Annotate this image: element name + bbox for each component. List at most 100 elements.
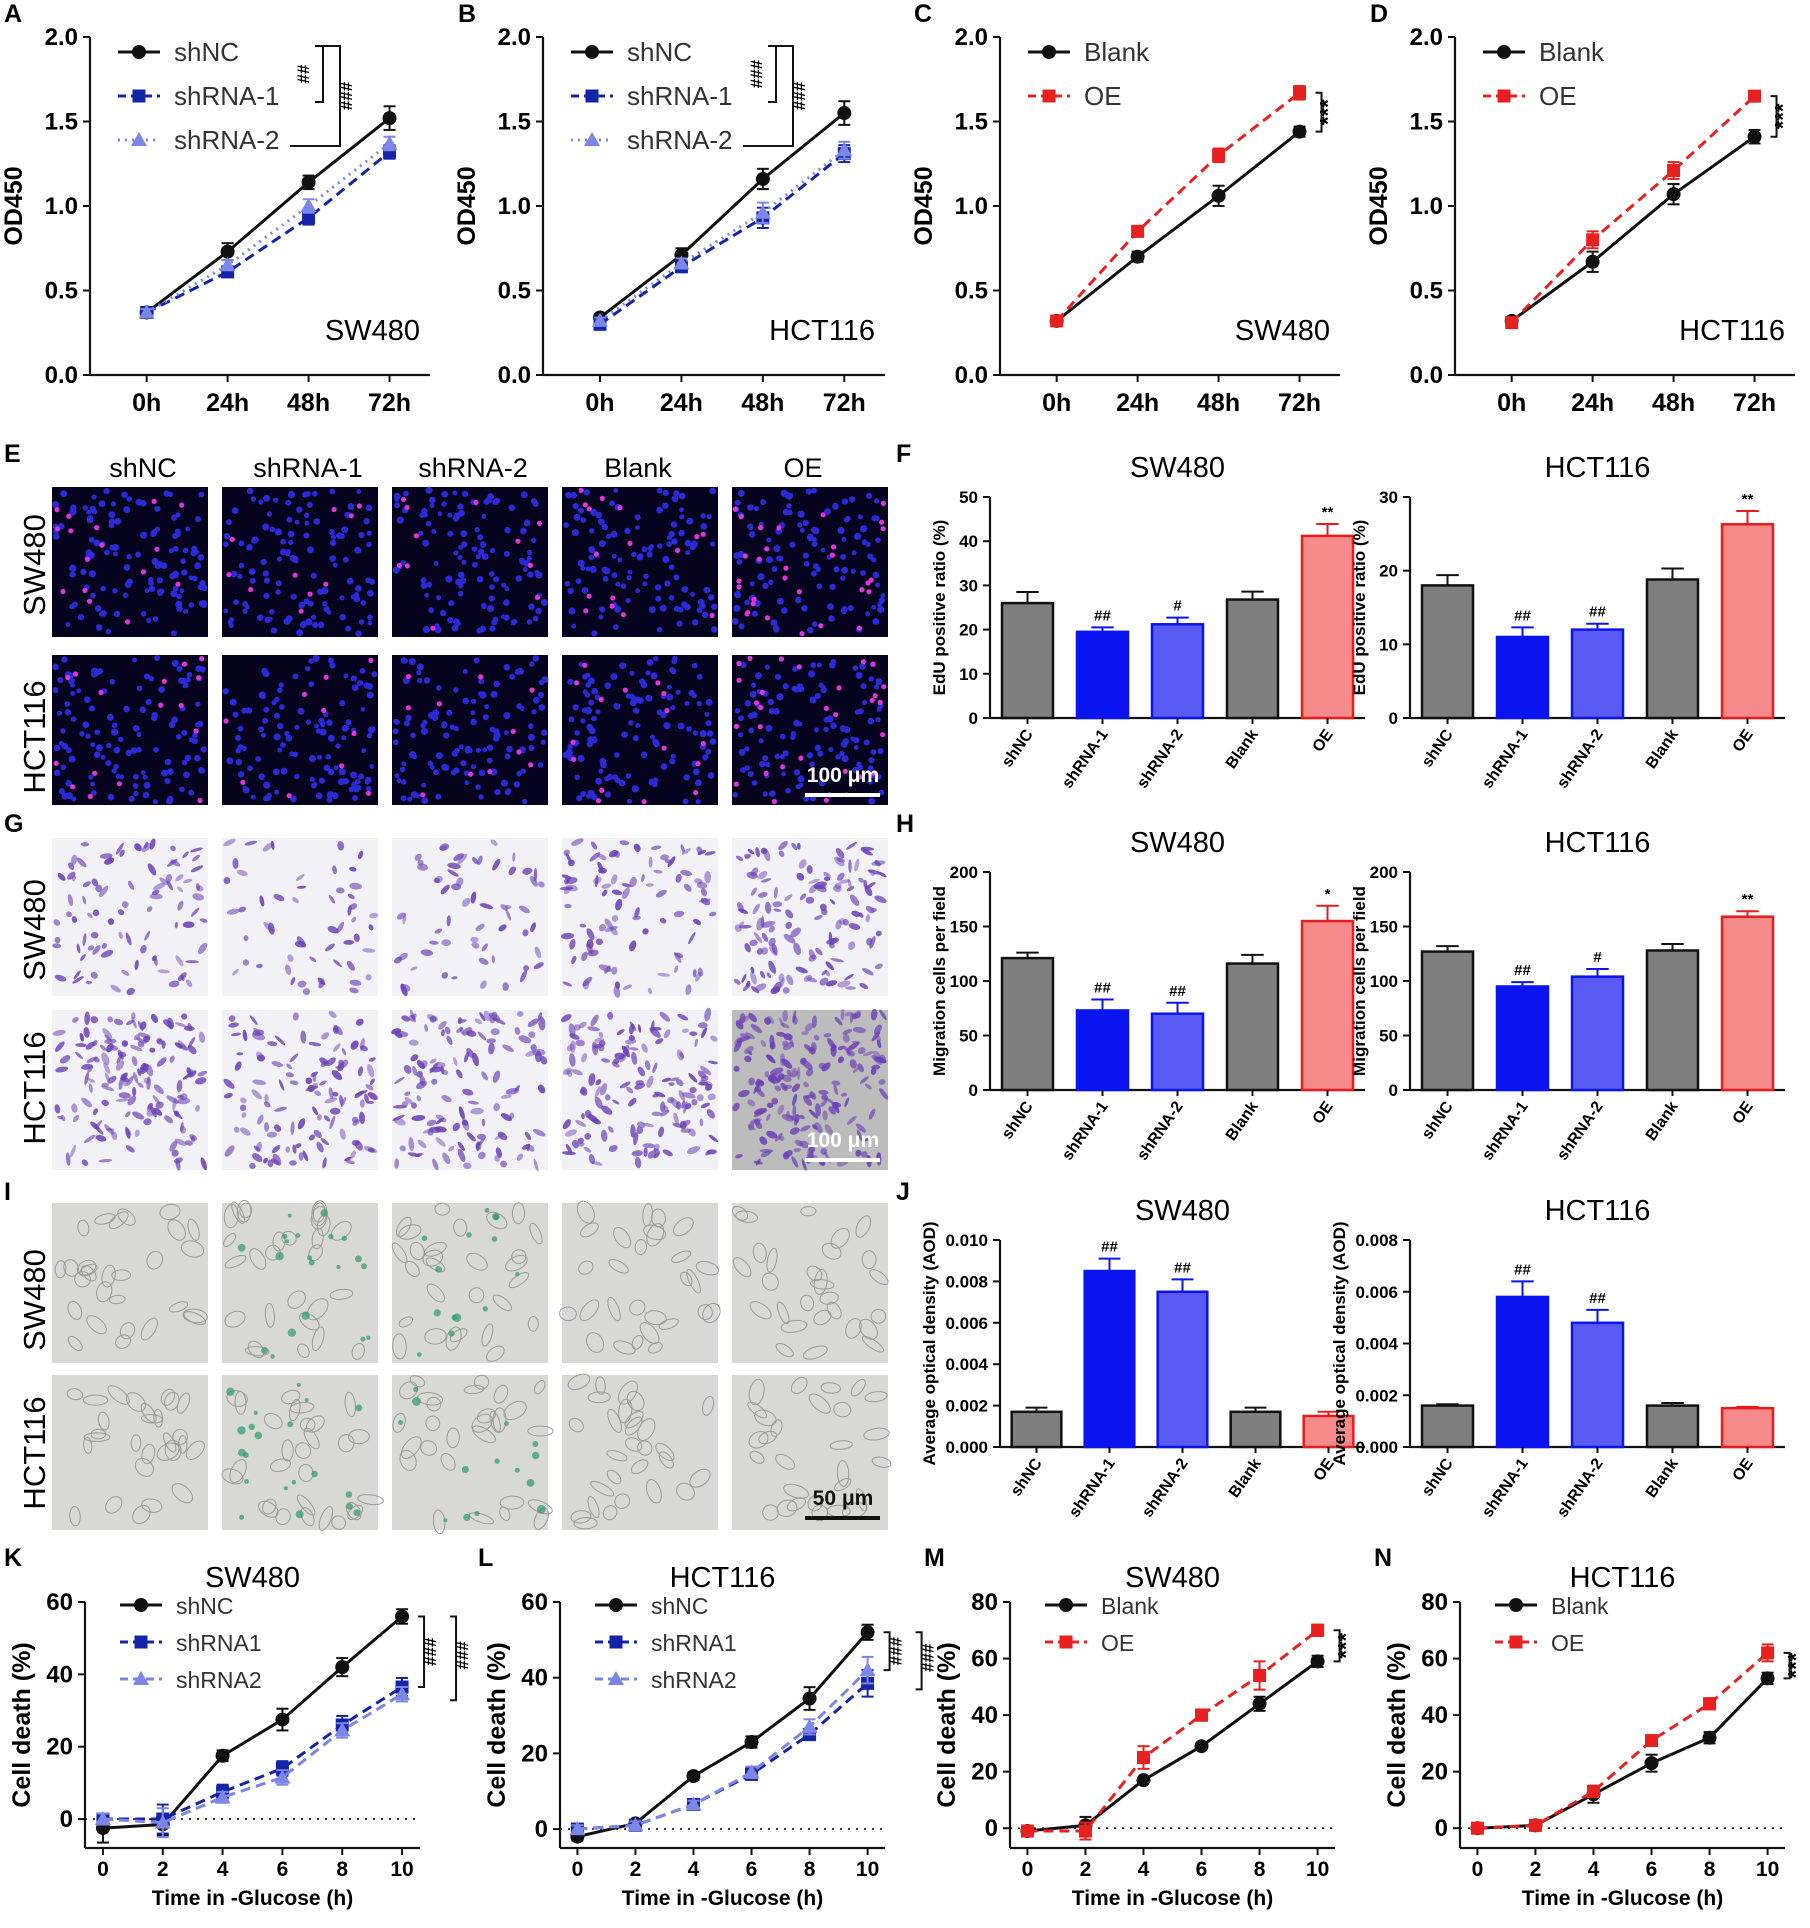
migrated-cell bbox=[563, 849, 570, 856]
significance-bracket bbox=[1333, 1629, 1341, 1663]
nucleus bbox=[95, 624, 103, 631]
edu-nucleus bbox=[820, 512, 826, 518]
nucleus bbox=[833, 566, 840, 573]
cell-outline bbox=[820, 1382, 841, 1394]
migrated-cell bbox=[814, 915, 823, 921]
migrated-cell bbox=[470, 891, 477, 904]
migrated-cell bbox=[660, 917, 667, 924]
migrated-cell bbox=[806, 865, 813, 874]
nucleus bbox=[164, 758, 172, 766]
nucleus bbox=[69, 564, 77, 572]
nucleus bbox=[264, 782, 271, 789]
migrated-cell bbox=[739, 1013, 746, 1024]
migrated-cell bbox=[518, 905, 530, 914]
nucleus bbox=[458, 583, 464, 589]
migrated-cell bbox=[472, 1052, 479, 1067]
edu-nucleus bbox=[537, 520, 543, 527]
cell-outline bbox=[296, 1494, 316, 1516]
nucleus bbox=[392, 739, 399, 746]
nucleus bbox=[670, 705, 676, 711]
nucleus bbox=[504, 753, 511, 760]
nucleus bbox=[419, 513, 425, 518]
migrated-cell bbox=[99, 853, 113, 859]
nucleus bbox=[319, 728, 327, 736]
edu-nucleus bbox=[732, 506, 738, 512]
migrated-cell bbox=[621, 883, 632, 888]
migrated-cell bbox=[233, 1126, 240, 1133]
y-tick-label: 0.006 bbox=[1355, 1283, 1398, 1302]
nucleus bbox=[696, 673, 703, 680]
migrated-cell bbox=[502, 1044, 514, 1053]
migrated-cell bbox=[171, 1149, 179, 1157]
edu-nucleus bbox=[733, 781, 739, 787]
nucleus bbox=[287, 530, 295, 538]
nucleus bbox=[154, 655, 161, 661]
nucleus bbox=[759, 761, 766, 768]
nucleus bbox=[425, 486, 433, 494]
y-tick-label: 1.5 bbox=[45, 109, 78, 136]
migrated-cell bbox=[176, 1079, 183, 1093]
migrated-cell bbox=[852, 1026, 866, 1034]
edu-nucleus bbox=[99, 542, 105, 548]
micrograph-mig-r2-c3 bbox=[559, 838, 718, 998]
migrated-cell bbox=[537, 881, 545, 888]
y-tick-label: 10 bbox=[959, 665, 978, 684]
nucleus bbox=[171, 716, 179, 724]
cell-outline bbox=[864, 1391, 888, 1403]
nucleus bbox=[326, 609, 332, 615]
migrated-cell bbox=[117, 909, 125, 916]
nucleus bbox=[867, 765, 874, 772]
nucleus bbox=[532, 615, 539, 622]
nucleus bbox=[656, 506, 664, 514]
data-point bbox=[1703, 1697, 1717, 1711]
nucleus bbox=[789, 541, 796, 548]
migrated-cell bbox=[828, 942, 835, 949]
nucleus bbox=[345, 625, 352, 632]
migrated-cell bbox=[742, 983, 751, 992]
micrograph-mig-r2-c0 bbox=[52, 838, 208, 996]
x-tick-label: 6 bbox=[277, 1858, 289, 1881]
cell-outline bbox=[168, 1301, 189, 1313]
legend-label: OE bbox=[1101, 1630, 1134, 1656]
migrated-cell bbox=[662, 1149, 673, 1157]
senescent-stain bbox=[328, 1233, 334, 1240]
y-tick-label: 1.5 bbox=[498, 109, 531, 136]
data-point bbox=[1748, 89, 1762, 103]
nucleus bbox=[817, 750, 824, 757]
migrated-cell bbox=[512, 852, 516, 862]
col-label-shnc: shNC bbox=[109, 453, 177, 483]
data-point bbox=[1497, 89, 1511, 103]
migrated-cell bbox=[864, 1083, 872, 1090]
nucleus bbox=[128, 795, 135, 803]
nucleus bbox=[526, 555, 532, 562]
nucleus bbox=[573, 513, 581, 521]
nucleus bbox=[152, 616, 159, 622]
legend-label: OE bbox=[1084, 81, 1122, 111]
nucleus bbox=[614, 752, 620, 758]
edu-nucleus bbox=[196, 675, 202, 681]
edu-nucleus bbox=[870, 770, 877, 776]
migrated-cell bbox=[60, 1055, 71, 1064]
nucleus bbox=[565, 491, 572, 499]
cell-outline bbox=[776, 1301, 790, 1325]
migrated-cell bbox=[161, 1040, 166, 1049]
nucleus bbox=[816, 583, 823, 590]
nucleus bbox=[588, 554, 595, 561]
y-tick-label: 0.010 bbox=[945, 1231, 988, 1250]
y-tick-label: 40 bbox=[521, 1665, 548, 1692]
migrated-cell bbox=[187, 1023, 193, 1032]
significance-bracket bbox=[450, 1615, 458, 1702]
nucleus bbox=[53, 533, 60, 540]
migrated-cell bbox=[628, 1098, 637, 1107]
cell-outline bbox=[153, 1408, 164, 1428]
migrated-cell bbox=[190, 907, 200, 917]
nucleus bbox=[105, 760, 112, 767]
nucleus bbox=[173, 586, 179, 592]
migrated-cell bbox=[168, 980, 180, 988]
migrated-cell bbox=[477, 1031, 487, 1041]
migrated-cell bbox=[782, 1151, 790, 1160]
edu-nucleus bbox=[307, 591, 313, 597]
bar bbox=[1645, 578, 1700, 720]
cell-outline bbox=[869, 1269, 889, 1286]
migrated-cell bbox=[146, 1110, 154, 1117]
